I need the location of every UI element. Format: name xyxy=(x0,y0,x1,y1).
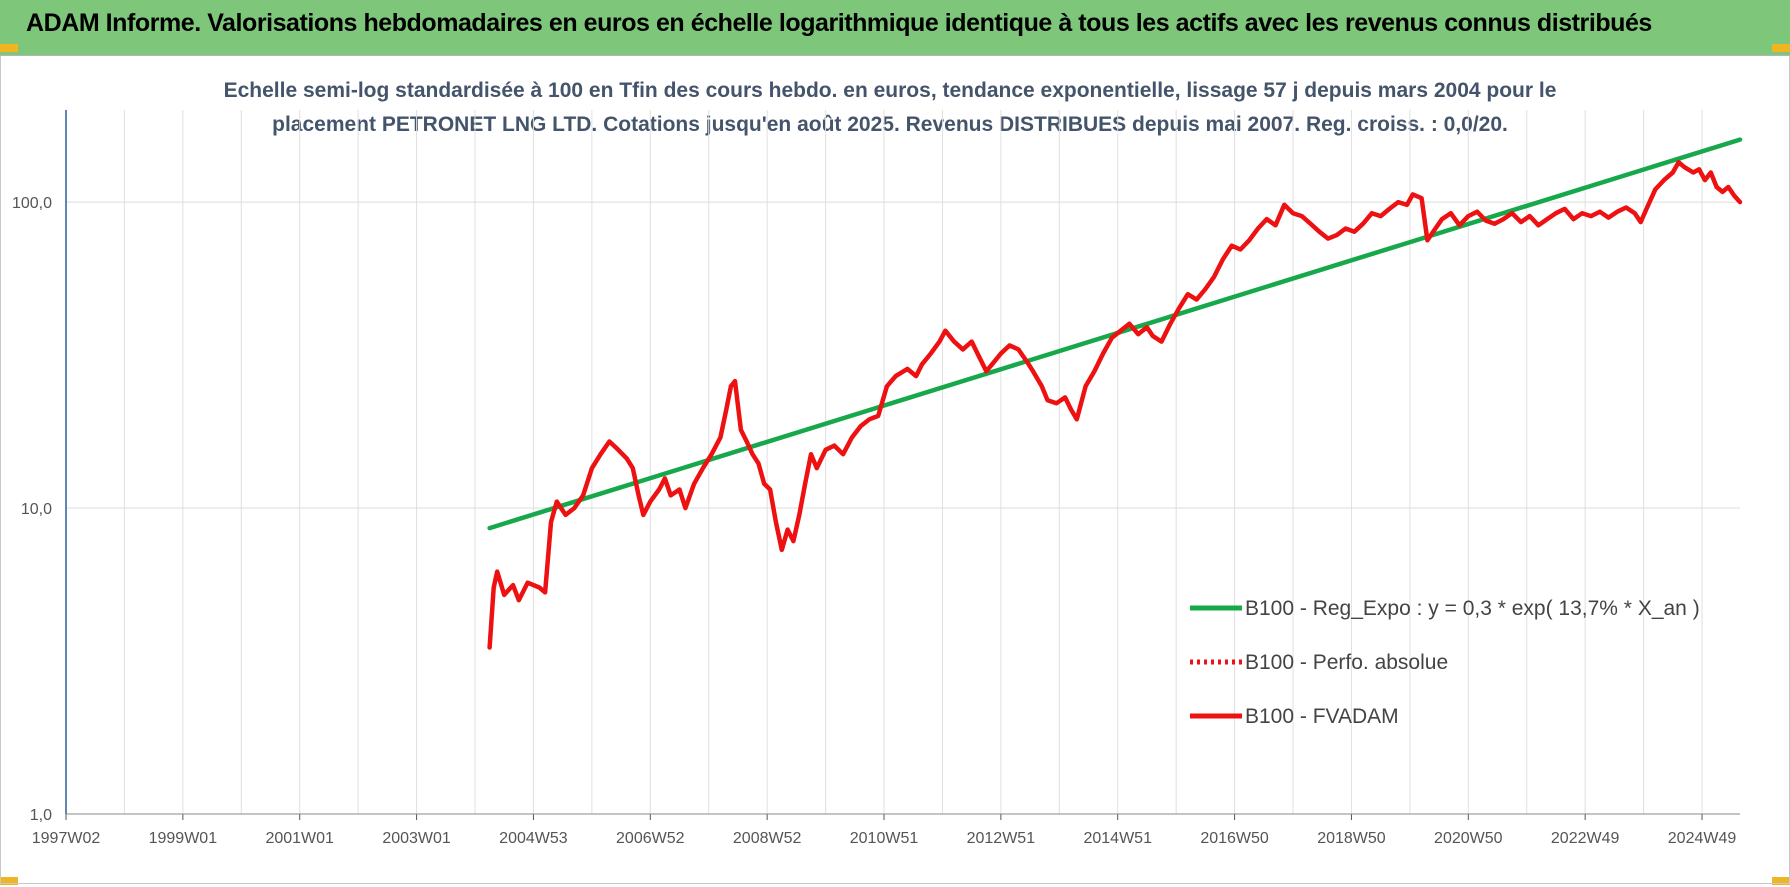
corner-marker-top-right xyxy=(1772,44,1790,52)
corner-marker-bottom-right xyxy=(1772,877,1790,885)
axes xyxy=(65,110,1740,820)
x-tick-label: 2022W49 xyxy=(1551,830,1620,847)
x-tick-label: 2001W01 xyxy=(265,830,334,847)
x-tick-label: 2006W52 xyxy=(616,830,685,847)
fvadam-line xyxy=(487,159,1743,650)
y-tick-label: 10,0 xyxy=(21,501,52,518)
y-tick-label: 1,0 xyxy=(30,807,52,824)
x-tick-label: 2020W50 xyxy=(1434,830,1503,847)
y-tick-label: 100,0 xyxy=(12,195,52,212)
legend-label: B100 - Reg_Expo : y = 0,3 * exp( 13,7% *… xyxy=(1245,597,1700,620)
banner-separator-line xyxy=(0,55,1790,56)
legend-label: B100 - Perfo. absolue xyxy=(1245,651,1448,674)
legend-label: B100 - FVADAM xyxy=(1245,705,1399,728)
x-tick-label: 2004W53 xyxy=(499,830,568,847)
corner-marker-bottom-left xyxy=(0,877,18,885)
page-title: ADAM Informe. Valorisations hebdomadaire… xyxy=(26,9,1652,37)
x-tick-label: 2008W52 xyxy=(733,830,802,847)
tick-labels: 1997W02 1999W01 2001W01 2003W01 2004W53 2006W… xyxy=(12,195,1736,847)
x-tick-label: 2024W49 xyxy=(1668,830,1737,847)
x-tick-label: 2010W51 xyxy=(850,830,919,847)
chart-title: Echelle semi-log standardisée à 100 en T… xyxy=(180,74,1600,142)
x-tick-label: 2014W51 xyxy=(1083,830,1152,847)
x-tick-label: 1999W01 xyxy=(149,830,218,847)
series-lines xyxy=(487,137,1743,650)
chart-title-line-1: Echelle semi-log standardisée à 100 en T… xyxy=(223,79,1557,102)
x-tick-label: 2003W01 xyxy=(382,830,451,847)
banner-separator xyxy=(0,52,1790,56)
x-tick-label: 1997W02 xyxy=(32,830,101,847)
corner-marker-top-left xyxy=(0,44,18,52)
legend: B100 - Reg_Expo : y = 0,3 * exp( 13,7% *… xyxy=(1190,597,1700,728)
x-tick-label: 2012W51 xyxy=(967,830,1036,847)
chart-title-line-2: placement PETRONET LNG LTD. Cotations ju… xyxy=(272,113,1508,136)
x-tick-label: 2016W50 xyxy=(1200,830,1269,847)
title-banner: ADAM Informe. Valorisations hebdomadaire… xyxy=(0,0,1790,52)
x-tick-label: 2018W50 xyxy=(1317,830,1386,847)
